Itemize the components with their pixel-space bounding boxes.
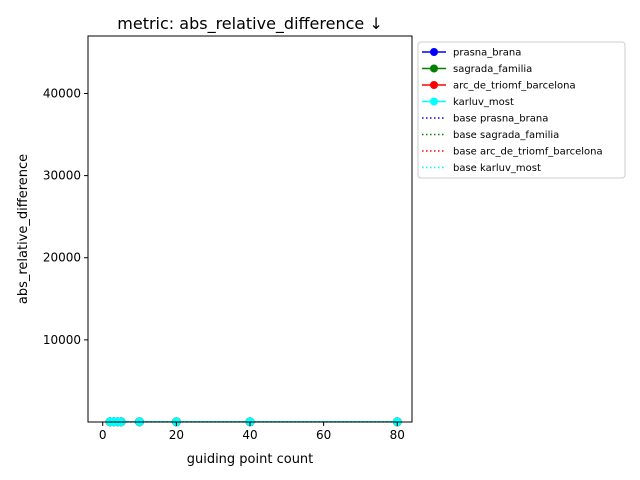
legend-label-0: prasna_brana: [453, 48, 521, 59]
legend-label-6: base arc_de_triomf_barcelona: [453, 147, 603, 158]
x-tick-label-2: 40: [242, 428, 257, 442]
legend-label-1: sagrada_familia: [453, 64, 532, 75]
x-axis-label: guiding point count: [187, 452, 314, 467]
y-tick-label-1: 20000: [43, 251, 81, 265]
legend-label-4: base prasna_brana: [453, 114, 548, 125]
y-tick-label-0: 10000: [43, 333, 81, 347]
chart-title: metric: abs_relative_difference ↓: [117, 14, 382, 34]
legend-label-2: arc_de_triomf_barcelona: [453, 81, 576, 92]
legend: prasna_brana sagrada_familia arc_de_triomf…: [422, 48, 603, 174]
plot-area: [88, 36, 412, 422]
y-axis-ticks: 10000 20000 30000 40000: [43, 86, 88, 347]
x-tick-label-4: 80: [390, 428, 405, 442]
legend-marker-1: [430, 64, 438, 73]
x-tick-label-0: 0: [99, 428, 107, 442]
x-tick-label-3: 60: [316, 428, 331, 442]
legend-marker-3: [430, 97, 438, 106]
legend-label-7: base karluv_most: [453, 163, 541, 174]
y-tick-label-3: 40000: [43, 86, 81, 100]
y-axis-label: abs_relative_difference: [16, 154, 31, 304]
y-tick-label-2: 30000: [43, 169, 81, 183]
x-axis-ticks: 0 20 40 60 80: [99, 422, 405, 442]
legend-marker-0: [430, 48, 438, 56]
legend-label-5: base sagrada_familia: [453, 130, 559, 141]
legend-label-3: karluv_most: [453, 97, 514, 108]
legend-box: [417, 41, 626, 179]
x-tick-label-1: 20: [169, 428, 184, 442]
legend-marker-2: [430, 81, 438, 89]
